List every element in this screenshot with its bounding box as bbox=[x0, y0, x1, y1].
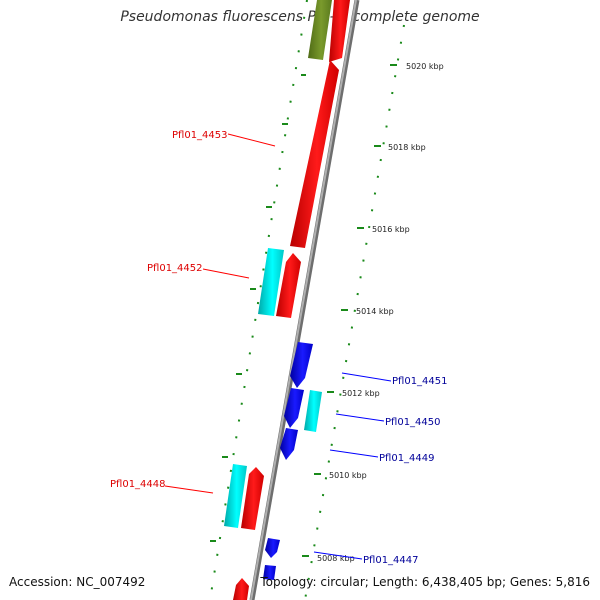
upstream-feature[interactable] bbox=[308, 0, 332, 60]
genome-summary-text: Topology: circular; Length: 6,438,405 bp… bbox=[260, 575, 590, 589]
map-title: Pseudomonas fluorescens Pf0-1, complete … bbox=[120, 9, 480, 25]
gene-label-group-4449: Pfl01_4449 bbox=[329, 449, 435, 464]
gene-pfl01-4448[interactable] bbox=[241, 467, 264, 530]
gene-pfl01-4445[interactable] bbox=[233, 578, 249, 600]
cds-pfl01-4450[interactable] bbox=[304, 390, 322, 432]
cds-pfl01-4452[interactable] bbox=[258, 248, 284, 316]
cds-pfl01-4448[interactable] bbox=[224, 464, 247, 528]
tick-label-5014: 5014 kbp bbox=[356, 307, 394, 316]
tick-5020: 5020 kbp bbox=[390, 62, 444, 71]
gene-label-group-4448: Pfl01_4448 bbox=[110, 479, 214, 494]
gene-label-group-4447: Pfl01_4447 bbox=[313, 551, 419, 566]
gene-label-pfl01-4451[interactable]: Pfl01_4451 bbox=[392, 376, 448, 387]
kbp-ticks: 5020 kbp 5018 kbp 5016 kbp 5014 kbp 5012… bbox=[302, 62, 444, 563]
gene-label-pfl01-4447[interactable]: Pfl01_4447 bbox=[363, 555, 419, 566]
gene-label-group-4450: Pfl01_4450 bbox=[335, 413, 441, 428]
gene-pfl01-4449[interactable] bbox=[280, 428, 298, 460]
gene-label-group-4451: Pfl01_4451 bbox=[341, 372, 448, 387]
tick-label-5020: 5020 kbp bbox=[406, 62, 444, 71]
tick-5012: 5012 kbp bbox=[327, 389, 380, 398]
gene-label-pfl01-4452[interactable]: Pfl01_4452 bbox=[147, 263, 203, 274]
minor-ticks-left bbox=[210, 74, 306, 542]
gene-pfl01-4451[interactable] bbox=[290, 342, 313, 388]
gene-pfl01-4452[interactable] bbox=[276, 253, 301, 318]
genome-backbone bbox=[249, 0, 360, 600]
gene-label-pfl01-4448[interactable]: Pfl01_4448 bbox=[110, 479, 166, 490]
gene-label-pfl01-4453[interactable]: Pfl01_4453 bbox=[172, 130, 228, 141]
tick-5018: 5018 kbp bbox=[374, 143, 426, 152]
tick-label-5016: 5016 kbp bbox=[372, 225, 410, 234]
gene-pfl01-4453[interactable] bbox=[290, 60, 339, 248]
tick-label-5008: 5008 kbp bbox=[317, 554, 355, 563]
tick-5010: 5010 kbp bbox=[314, 471, 367, 480]
tick-5016: 5016 kbp bbox=[357, 225, 410, 234]
tick-label-5018: 5018 kbp bbox=[388, 143, 426, 152]
gene-label-pfl01-4449[interactable]: Pfl01_4449 bbox=[379, 453, 435, 464]
gene-pfl01-4453-top[interactable] bbox=[329, 0, 350, 62]
gene-label-group-4453: Pfl01_4453 bbox=[172, 130, 276, 147]
gene-pfl01-4450[interactable] bbox=[284, 388, 304, 428]
tick-label-5012: 5012 kbp bbox=[342, 389, 380, 398]
tick-5014: 5014 kbp bbox=[341, 307, 394, 316]
tick-5008: 5008 kbp bbox=[302, 554, 355, 563]
tick-label-5010: 5010 kbp bbox=[329, 471, 367, 480]
gene-label-group-4452: Pfl01_4452 bbox=[147, 263, 250, 279]
gene-pfl01-4446[interactable] bbox=[263, 565, 276, 580]
gene-pfl01-4447[interactable] bbox=[265, 538, 280, 558]
accession-text: Accession: NC_007492 bbox=[9, 575, 146, 589]
gene-label-pfl01-4450[interactable]: Pfl01_4450 bbox=[385, 417, 441, 428]
